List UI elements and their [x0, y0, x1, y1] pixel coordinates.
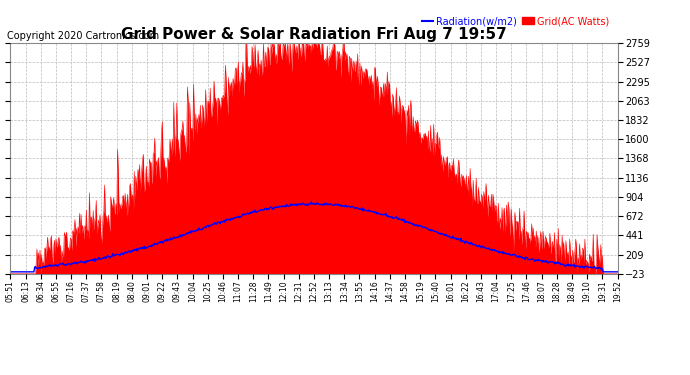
Text: Copyright 2020 Cartronics.com: Copyright 2020 Cartronics.com	[7, 32, 159, 41]
Title: Grid Power & Solar Radiation Fri Aug 7 19:57: Grid Power & Solar Radiation Fri Aug 7 1…	[121, 27, 507, 42]
Legend: Radiation(w/m2), Grid(AC Watts): Radiation(w/m2), Grid(AC Watts)	[417, 12, 613, 30]
